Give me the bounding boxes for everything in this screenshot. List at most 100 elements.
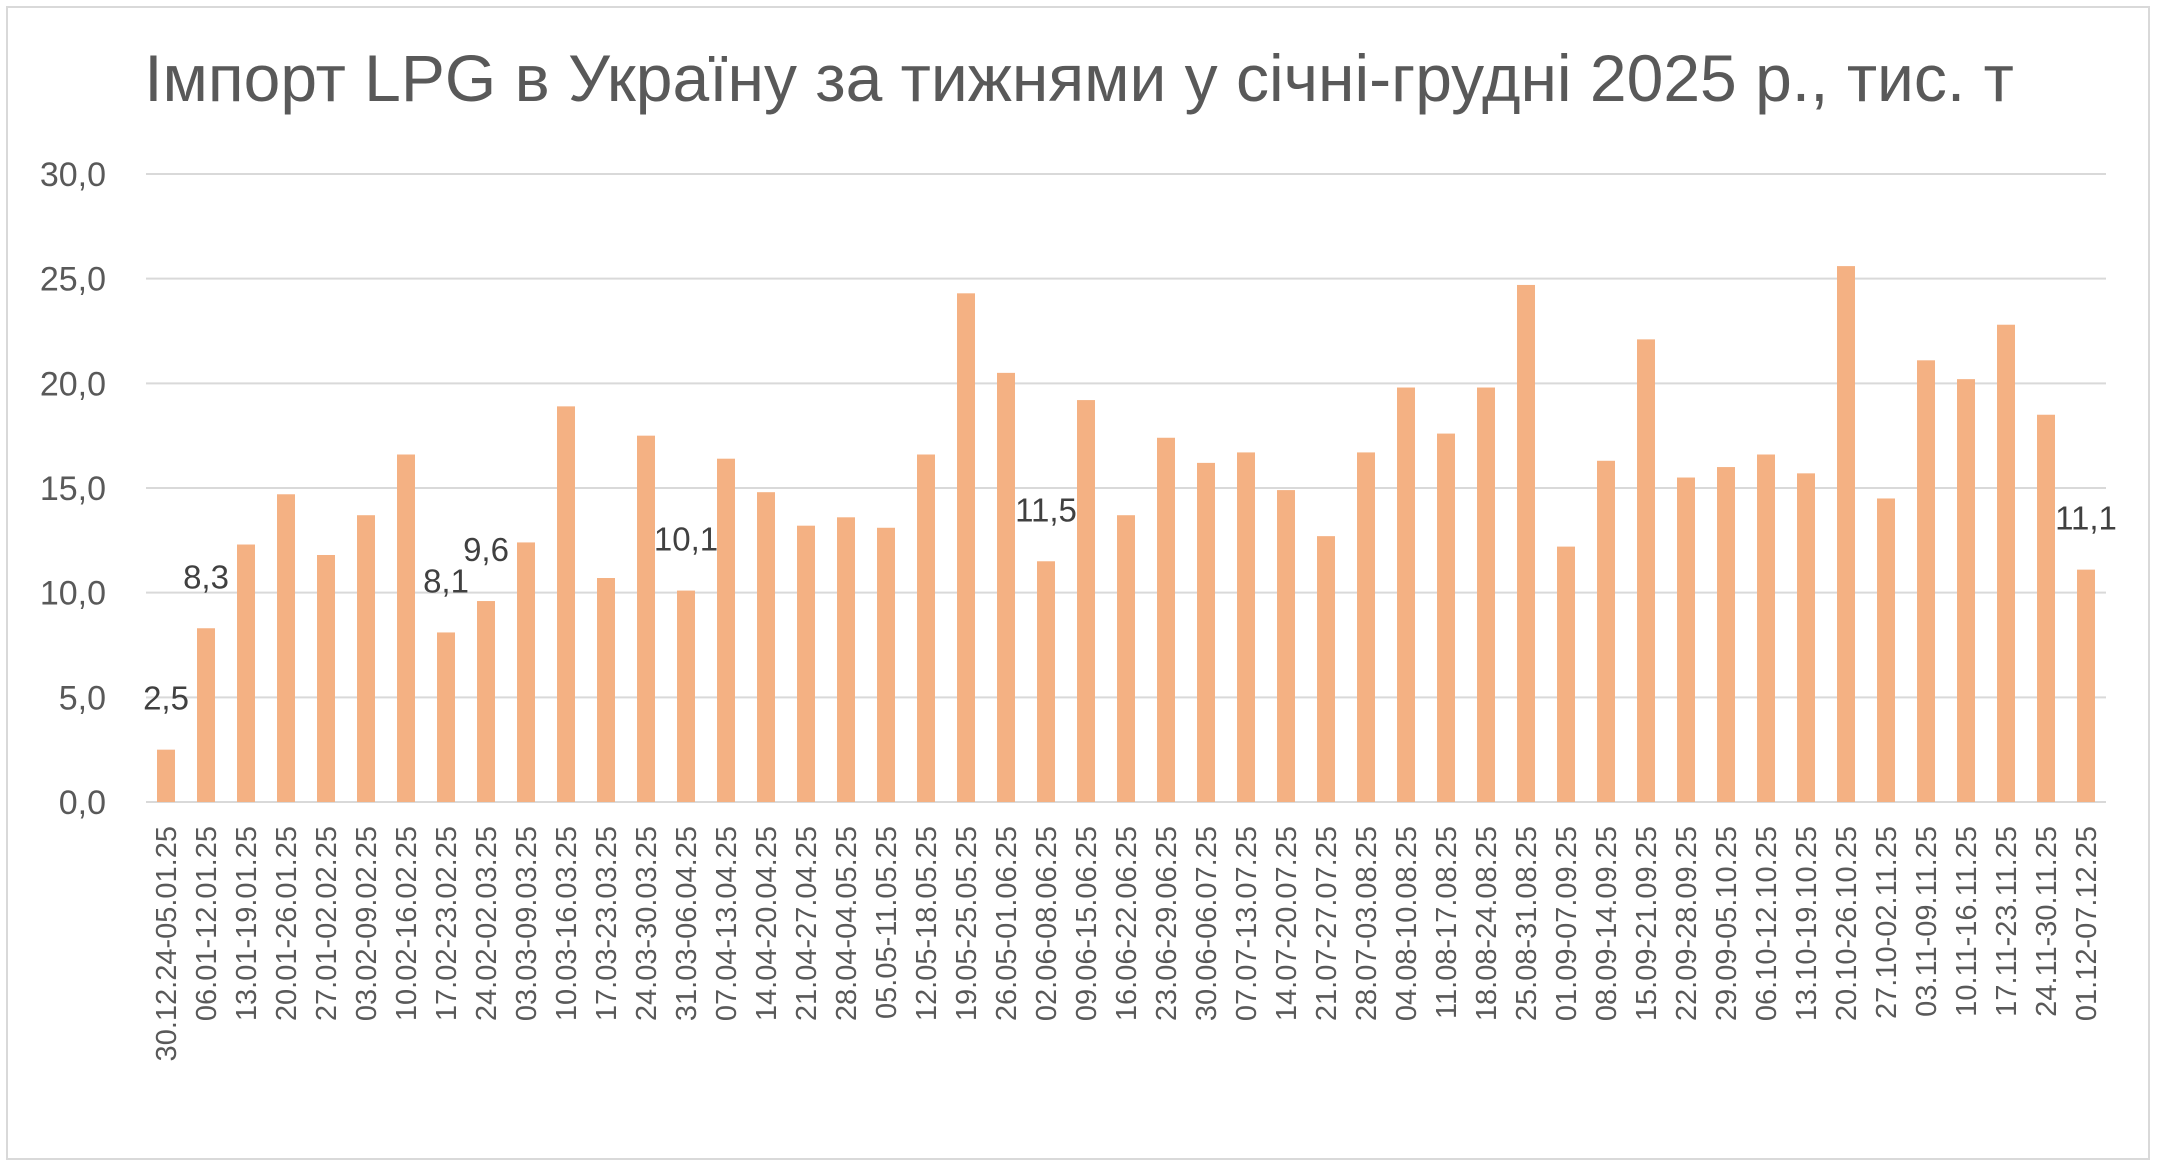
bar (157, 749, 175, 802)
x-tick-label: 02.06-08.06.25 (1031, 826, 1063, 1021)
bar (637, 435, 655, 802)
x-tick-label: 12.05-18.05.25 (911, 826, 943, 1021)
bar (1957, 379, 1975, 802)
x-tick-label: 14.04-20.04.25 (751, 826, 783, 1021)
x-tick-label: 13.01-19.01.25 (231, 826, 263, 1021)
x-tick-label: 07.04-13.04.25 (711, 826, 743, 1021)
bar (517, 542, 535, 802)
x-tick-label: 21.04-27.04.25 (791, 826, 823, 1021)
bar (797, 525, 815, 802)
bars (157, 266, 2095, 802)
data-label: 8,3 (183, 558, 229, 595)
x-tick-label: 19.05-25.05.25 (951, 826, 983, 1021)
y-tick-label: 10,0 (40, 575, 106, 613)
x-tick-label: 30.06-06.07.25 (1191, 826, 1223, 1021)
bar (997, 372, 1015, 802)
bar (917, 454, 935, 802)
bar (1077, 400, 1095, 802)
data-label: 10,1 (654, 521, 718, 558)
data-label: 2,5 (143, 680, 189, 717)
bar (677, 590, 695, 802)
x-tick-label: 26.05-01.06.25 (991, 826, 1023, 1021)
bar (237, 544, 255, 802)
bar (1917, 360, 1935, 802)
x-tick-label: 14.07-20.07.25 (1271, 826, 1303, 1021)
bar (2037, 414, 2055, 802)
y-tick-label: 15,0 (40, 470, 106, 508)
bar (1837, 266, 1855, 802)
x-tick-label: 24.11-30.11.25 (2031, 826, 2063, 1017)
y-tick-label: 20,0 (40, 365, 106, 403)
bar (1397, 387, 1415, 802)
x-tick-label: 15.09-21.09.25 (1631, 826, 1663, 1021)
bar (1357, 452, 1375, 802)
x-tick-label: 27.10-02.11.25 (1871, 826, 1903, 1019)
bar (477, 601, 495, 802)
y-axis-ticks: 0,0 5,0 10,0 15,0 20,0 25,0 30,0 (40, 156, 106, 822)
y-tick-label: 30,0 (40, 156, 106, 194)
x-tick-label: 10.11-16.11.25 (1951, 826, 1983, 1017)
y-tick-label: 0,0 (59, 784, 106, 822)
x-tick-label: 01.12-07.12.25 (2071, 826, 2103, 1021)
data-label: 8,1 (423, 562, 469, 599)
bar (1517, 284, 1535, 802)
bar (837, 517, 855, 802)
bar (877, 527, 895, 802)
x-tick-label: 10.03-16.03.25 (551, 826, 583, 1021)
bar (397, 454, 415, 802)
x-tick-label: 16.06-22.06.25 (1111, 826, 1143, 1021)
x-tick-label: 11.08-17.08.25 (1431, 826, 1463, 1019)
bar (1117, 515, 1135, 802)
bar (1597, 460, 1615, 802)
bar (1437, 433, 1455, 802)
bar (1677, 477, 1695, 802)
x-tick-label: 30.12.24-05.01.25 (151, 826, 183, 1061)
x-tick-label: 22.09-28.09.25 (1671, 826, 1703, 1021)
x-tick-label: 06.01-12.01.25 (191, 826, 223, 1021)
x-tick-label: 25.08-31.08.25 (1511, 826, 1543, 1021)
x-tick-label: 04.08-10.08.25 (1391, 826, 1423, 1021)
x-tick-label: 21.07-27.07.25 (1311, 826, 1343, 1021)
x-tick-label: 01.09-07.09.25 (1551, 826, 1583, 1021)
bar (717, 458, 735, 802)
bar (757, 492, 775, 802)
x-axis-ticks: 30.12.24-05.01.25 06.01-12.01.25 13.01-19.… (151, 826, 2103, 1061)
bar (197, 628, 215, 802)
x-tick-label: 17.03-23.03.25 (591, 826, 623, 1021)
x-tick-label: 24.02-02.03.25 (471, 826, 503, 1021)
x-tick-label: 31.03-06.04.25 (671, 826, 703, 1021)
bar (1197, 462, 1215, 802)
x-tick-label: 23.06-29.06.25 (1151, 826, 1183, 1021)
bar (1637, 339, 1655, 802)
bar (1757, 454, 1775, 802)
x-tick-label: 17.02-23.02.25 (431, 826, 463, 1021)
bar (1037, 561, 1055, 802)
x-tick-label: 08.09-14.09.25 (1591, 826, 1623, 1021)
bar (1317, 536, 1335, 802)
bar (437, 632, 455, 802)
x-tick-label: 28.07-03.08.25 (1351, 826, 1383, 1021)
bar (317, 554, 335, 802)
x-tick-label: 20.10-26.10.25 (1831, 826, 1863, 1021)
x-tick-label: 29.09-05.10.25 (1711, 826, 1743, 1021)
bar (1877, 498, 1895, 802)
data-label: 11,5 (1015, 491, 1077, 528)
x-tick-label: 13.10-19.10.25 (1791, 826, 1823, 1021)
data-labels: 2,5 8,3 8,19,6 10,1 11,5 11,1 (143, 491, 2117, 716)
bar (277, 494, 295, 802)
bar (957, 293, 975, 802)
x-tick-label: 03.11-09.11.25 (1911, 826, 1943, 1017)
bar (1797, 473, 1815, 802)
bar (1277, 490, 1295, 802)
bar (357, 515, 375, 802)
x-tick-label: 18.08-24.08.25 (1471, 826, 1503, 1021)
bar (597, 578, 615, 802)
x-tick-label: 24.03-30.03.25 (631, 826, 663, 1021)
x-tick-label: 03.03-09.03.25 (511, 826, 543, 1021)
x-tick-label: 07.07-13.07.25 (1231, 826, 1263, 1021)
bar (1717, 467, 1735, 802)
x-tick-label: 27.01-02.02.25 (311, 826, 343, 1021)
y-tick-label: 25,0 (40, 261, 106, 299)
y-tick-label: 5,0 (59, 679, 106, 717)
